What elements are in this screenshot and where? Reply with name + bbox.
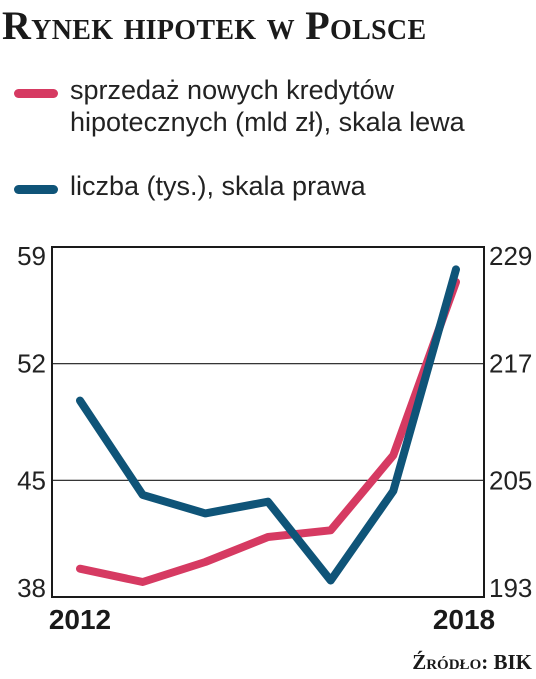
legend-swatch-sales [14, 89, 58, 98]
axis-tick-labels: 38 193 45 205 52 217 59 229 2012 2018 [17, 241, 532, 635]
y-left-tick-label: 45 [17, 465, 46, 495]
legend-label-count: liczba (tys.), skala prawa [70, 171, 366, 201]
y-left-tick-label: 52 [17, 349, 46, 379]
chart-title: Rynek hipotek w Polsce [2, 3, 427, 48]
plot-area-frame [51, 246, 485, 598]
series-line-count [76, 265, 460, 585]
line-chart: 38 193 45 205 52 217 59 229 2012 2018 [17, 241, 532, 635]
y-right-tick-label: 193 [489, 573, 532, 603]
legend-label-sales: sprzedaż nowych kredytów hipotecznych (m… [70, 75, 465, 137]
series-lines [76, 265, 460, 586]
x-tick-label: 2012 [49, 604, 111, 635]
y-left-tick-label: 59 [17, 241, 46, 271]
legend-item-sales: sprzedaż nowych kredytów hipotecznych (m… [14, 74, 510, 138]
y-right-tick-label: 205 [489, 465, 532, 495]
source-note: Źródło: BIK [412, 650, 532, 674]
y-right-tick-label: 229 [489, 241, 532, 271]
x-tick-label: 2018 [433, 604, 495, 635]
grid-lines [52, 363, 484, 481]
y-right-tick-label: 217 [489, 349, 532, 379]
legend-item-count: liczba (tys.), skala prawa [14, 170, 510, 202]
y-left-tick-label: 38 [17, 573, 46, 603]
legend-swatch-count [14, 185, 58, 194]
series-line-sales [76, 278, 460, 586]
